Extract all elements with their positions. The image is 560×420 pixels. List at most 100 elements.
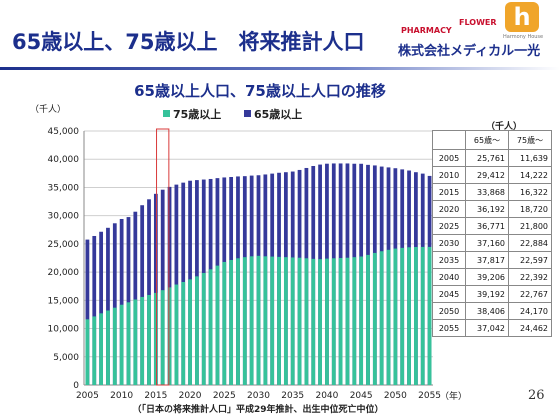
table-row: 2035 37,817 22,597 <box>432 251 552 269</box>
population-table: 65歳～ 75歳～ 2005 25,761 11,639 2010 29,412 14,2… <box>432 130 552 337</box>
y-tick-label: 5,000 <box>53 353 79 363</box>
table-row: 2010 29,412 14,222 <box>432 166 552 184</box>
table-row: 2045 39,192 22,767 <box>432 285 552 303</box>
y-tick-label: 0 <box>73 381 79 391</box>
table-value-cell: 37,160 <box>465 234 509 252</box>
bar-75-plus <box>160 290 165 385</box>
table-year-cell: 2035 <box>432 251 466 269</box>
table-year-cell: 2010 <box>432 166 466 184</box>
chart-title: 65歳以上人口、75歳以上人口の推移 <box>134 82 386 100</box>
bar-75-plus <box>106 310 110 385</box>
bar-75-plus <box>208 269 213 385</box>
bar-75-plus <box>311 258 316 385</box>
x-tick-label: 2005 <box>76 391 99 401</box>
table-year-cell: 2030 <box>432 234 466 252</box>
bar-75-plus <box>201 272 206 385</box>
table-year-cell: 2040 <box>432 268 466 286</box>
bar-75-plus <box>352 257 357 385</box>
bar-75-plus <box>427 246 432 385</box>
table-value-cell: 39,192 <box>465 285 509 303</box>
bar-65-plus <box>119 218 124 385</box>
table-year-cell: 2015 <box>432 183 466 201</box>
x-tick-label: 2015 <box>144 391 167 401</box>
bar-75-plus <box>331 258 336 385</box>
bar-75-plus <box>393 248 398 385</box>
table-row: 2005 25,761 11,639 <box>432 149 552 167</box>
title-divider <box>0 67 560 70</box>
bar-65-plus <box>126 217 131 385</box>
table-year-cell: 2045 <box>432 285 466 303</box>
bar-75-plus <box>85 319 90 385</box>
x-tick-label: 2050 <box>384 391 407 401</box>
table-year-cell: 2050 <box>432 302 466 320</box>
bar-75-plus <box>407 247 411 385</box>
table-row: 2055 37,042 24,462 <box>432 319 552 337</box>
page-title: 65歳以上、75歳以上 将来推計人口 <box>12 30 365 54</box>
bar-75-plus <box>263 256 268 385</box>
x-tick-label: 2030 <box>247 391 270 401</box>
table-value-cell: 29,412 <box>465 166 509 184</box>
table-year-cell: 2055 <box>432 319 466 337</box>
table-value-cell: 25,761 <box>465 149 509 167</box>
bar-75-plus <box>338 258 343 385</box>
x-tick-label: 2055 <box>418 391 441 401</box>
bar-65-plus <box>140 205 145 385</box>
table-row: 2015 33,868 16,322 <box>432 183 552 201</box>
table-value-cell: 24,170 <box>508 302 552 320</box>
x-tick-label: 2040 <box>315 391 338 401</box>
table-year-cell: 2020 <box>432 200 466 218</box>
table-row: 2030 37,160 22,884 <box>432 234 552 252</box>
table-value-cell: 36,771 <box>465 217 509 235</box>
y-tick-label: 30,000 <box>48 212 80 222</box>
bar-75-plus <box>99 313 103 385</box>
pharmacy-logo-text: PHARMACY <box>401 26 452 35</box>
bar-75-plus <box>153 292 158 385</box>
bar-75-plus <box>242 257 247 385</box>
bar-65-plus <box>85 239 90 385</box>
bar-75-plus <box>400 247 405 385</box>
table-header-row: 65歳～ 75歳～ <box>432 130 552 150</box>
table-row: 2020 36,192 18,720 <box>432 200 552 218</box>
y-tick-label: 35,000 <box>48 183 80 193</box>
table-header-cell <box>432 130 466 150</box>
bar-75-plus <box>147 294 151 385</box>
bar-65-plus <box>99 231 103 385</box>
bar-65-plus <box>167 186 172 385</box>
table-value-cell: 37,817 <box>465 251 509 269</box>
bar-75-plus <box>92 316 97 385</box>
bar-75-plus <box>290 257 295 385</box>
table-value-cell: 36,192 <box>465 200 509 218</box>
bar-75-plus <box>140 296 145 385</box>
bar-75-plus <box>256 255 261 385</box>
bar-65-plus <box>92 235 97 385</box>
bar-75-plus <box>249 256 254 385</box>
x-tick-label: 2020 <box>179 391 202 401</box>
y-tick-label: 10,000 <box>48 325 80 335</box>
y-tick-label: 25,000 <box>48 240 80 250</box>
table-row: 2040 39,206 22,392 <box>432 268 552 286</box>
table-value-cell: 24,462 <box>508 319 552 337</box>
table-value-cell: 14,222 <box>508 166 552 184</box>
bar-65-plus <box>160 189 165 385</box>
bar-75-plus <box>359 256 364 385</box>
bar-75-plus <box>386 249 391 385</box>
y-tick-label: 20,000 <box>48 268 80 278</box>
bar-75-plus <box>222 261 227 385</box>
x-tick-label: 2045 <box>350 391 373 401</box>
table-value-cell: 22,884 <box>508 234 552 252</box>
bar-75-plus <box>345 257 350 385</box>
table-value-cell: 16,322 <box>508 183 552 201</box>
x-tick-label: 2025 <box>213 391 236 401</box>
y-tick-label: 15,000 <box>48 296 80 306</box>
bar-75-plus <box>174 284 179 385</box>
y-tick-label: 40,000 <box>48 155 80 165</box>
bar-75-plus <box>126 302 131 385</box>
bar-75-plus <box>119 304 124 385</box>
table-unit: （千人） <box>486 122 523 132</box>
x-tick-label: 2010 <box>110 391 133 401</box>
x-axis-unit: （年） <box>440 390 467 402</box>
bar-75-plus <box>236 258 240 385</box>
y-tick-label: 45,000 <box>48 127 80 137</box>
table-value-cell: 39,206 <box>465 268 509 286</box>
table-value-cell: 11,639 <box>508 149 552 167</box>
